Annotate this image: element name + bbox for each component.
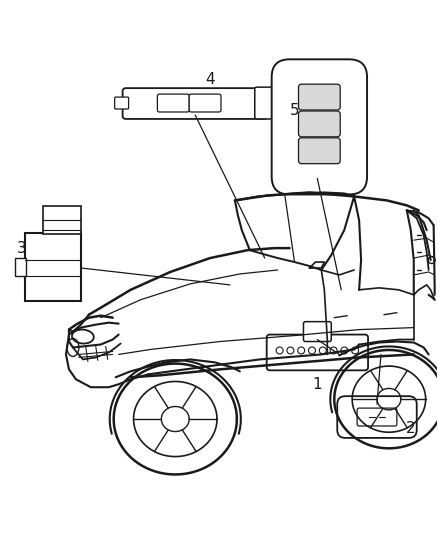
FancyBboxPatch shape (255, 87, 275, 119)
FancyBboxPatch shape (272, 59, 367, 195)
FancyBboxPatch shape (115, 97, 129, 109)
FancyBboxPatch shape (337, 396, 417, 438)
FancyBboxPatch shape (357, 408, 397, 426)
FancyBboxPatch shape (123, 88, 268, 119)
FancyBboxPatch shape (189, 94, 221, 112)
FancyBboxPatch shape (43, 206, 81, 234)
FancyBboxPatch shape (298, 84, 340, 110)
FancyBboxPatch shape (298, 111, 340, 137)
FancyBboxPatch shape (157, 94, 189, 112)
Text: 3: 3 (16, 240, 26, 256)
FancyBboxPatch shape (298, 138, 340, 164)
FancyBboxPatch shape (15, 258, 26, 276)
Text: 1: 1 (313, 377, 322, 392)
Text: 2: 2 (406, 422, 416, 437)
Text: 4: 4 (205, 72, 215, 87)
FancyBboxPatch shape (304, 321, 331, 342)
FancyBboxPatch shape (25, 233, 81, 301)
FancyBboxPatch shape (267, 335, 368, 370)
Text: 5: 5 (290, 103, 299, 118)
